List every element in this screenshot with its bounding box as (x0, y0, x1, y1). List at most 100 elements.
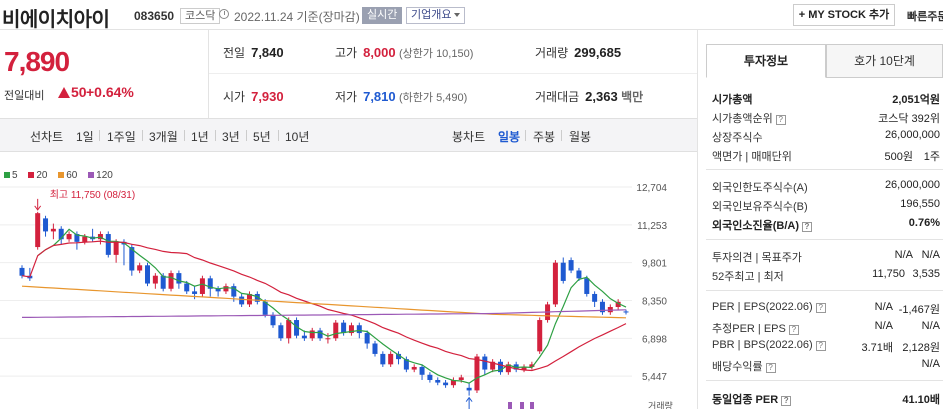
ma-legend: 5 20 60 120 (4, 170, 121, 181)
divider (706, 169, 943, 170)
divider (697, 30, 698, 409)
volume-bar (508, 402, 512, 409)
candle-body (317, 330, 323, 339)
candle-body (35, 213, 41, 248)
high-annotation: 최고 11,750 (08/31) (50, 189, 136, 201)
divider (208, 30, 209, 118)
candle-body (254, 293, 260, 302)
week52-low: 3,535 (912, 268, 940, 280)
tab-weekly[interactable]: 주봉 (533, 130, 556, 144)
tab-divider (184, 130, 185, 141)
tab-3m[interactable]: 3개월 (149, 130, 178, 144)
candle-body (497, 361, 503, 373)
help-icon[interactable]: ? (781, 396, 792, 406)
market-cap-label: 시가총액 (712, 94, 753, 106)
cap-rank-label-text: 시가총액순위 (712, 113, 773, 125)
candle-body (537, 320, 543, 352)
high-arrow-head (34, 205, 42, 211)
legend-swatch (58, 172, 65, 178)
est-per-row: 추정PER | EPS? N/A N/A (712, 317, 943, 336)
candle-body (592, 293, 598, 302)
candle-body (239, 296, 245, 305)
legend-swatch (88, 172, 95, 178)
legend-ma5: 5 (4, 170, 18, 181)
par-value-row: 액면가 | 매매단위 500원 1주 (712, 145, 943, 164)
change-percent-text: +0.64% (86, 84, 134, 100)
sector-per-label: 동일업종 PER? (712, 391, 792, 407)
base-date: 2022.11.24 기준(장마감) (234, 10, 360, 24)
cap-rank-label: 시가총액순위? (712, 110, 786, 126)
clock-icon (219, 9, 229, 19)
help-icon[interactable]: ? (815, 303, 826, 313)
low-cell: 저가 7,810 (하한가 5,490) (335, 88, 467, 105)
volume-cell: 거래량 299,685 (535, 44, 621, 61)
low-value: 7,810 (363, 89, 396, 104)
candle-body (43, 218, 49, 232)
candle-body (552, 262, 558, 305)
candle-body (348, 325, 354, 334)
par-value: 500원 (884, 151, 913, 163)
foreign-hold-label: 외국인보유주식수(B) (712, 201, 808, 213)
candle-body (325, 338, 331, 340)
foreign-ratio-label: 외국인소진율(B/A)? (712, 217, 812, 233)
candle-body (490, 361, 496, 370)
tab-10y[interactable]: 10년 (285, 130, 310, 144)
price-chart[interactable]: 12,70411,2539,8018,3506,8985,4473,995최고 … (0, 152, 697, 409)
prev-close-label: 전일 (223, 46, 246, 60)
listed-shares-value: 26,000,000 (884, 129, 940, 141)
candle-body (50, 228, 56, 232)
corp-info-dropdown[interactable]: 기업개요 (406, 7, 466, 24)
candle-body (192, 291, 198, 294)
candle-body (19, 267, 25, 276)
cap-rank-row: 시가총액순위? 코스닥 392위 (712, 107, 943, 126)
help-icon[interactable]: ? (802, 222, 812, 232)
divider (706, 380, 943, 381)
corp-info-label: 기업개요 (411, 9, 452, 21)
week52-label: 52주최고 | 최저 (712, 271, 784, 283)
candle-body (341, 322, 347, 334)
sector-per-row: 동일업종 PER? 41.10배 (712, 388, 943, 407)
legend-label: 20 (36, 170, 48, 181)
target-value: N/A (921, 249, 940, 261)
ma120-line (22, 309, 627, 318)
opinion-row: 투자의견 | 목표주가 N/A N/A (712, 246, 943, 265)
amount-cell: 거래대금 2,363 백만 (535, 88, 643, 105)
candle-body (474, 356, 480, 391)
high-value: 8,000 (363, 45, 396, 60)
candle-body (215, 288, 221, 292)
dividend-label: 배당수익률? (712, 358, 776, 374)
candle-body (152, 275, 158, 284)
pbr-bps-row: PBR | BPS(2022.06)? 3.71배 2,128원 (712, 336, 943, 355)
market-badge: 코스닥 (180, 8, 221, 24)
divider (706, 239, 943, 240)
tab-orderbook[interactable]: 호가 10단계 (826, 44, 943, 78)
company-name: 비에이치아이 (2, 9, 110, 31)
tab-5y[interactable]: 5년 (253, 130, 271, 144)
candle-body (411, 366, 417, 370)
tab-daily[interactable]: 일봉 (498, 130, 521, 144)
tab-divider (246, 130, 247, 141)
candle-body (145, 265, 151, 284)
help-icon[interactable]: ? (775, 115, 786, 125)
tab-monthly[interactable]: 월봉 (569, 130, 592, 144)
help-icon[interactable]: ? (815, 341, 826, 351)
candle-body (450, 379, 456, 386)
tab-invest-info[interactable]: 투자정보 (706, 44, 826, 78)
high-label: 고가 (335, 46, 358, 60)
realtime-button[interactable]: 실시간 (362, 7, 403, 24)
help-icon[interactable]: ? (765, 363, 776, 373)
candle-body (584, 278, 590, 294)
tab-1y[interactable]: 1년 (191, 130, 209, 144)
add-mystock-button[interactable]: + MY STOCK 추가 (793, 4, 895, 26)
tab-1w[interactable]: 1주일 (107, 130, 136, 144)
candle-body (419, 366, 425, 375)
tab-divider (215, 130, 216, 141)
help-icon[interactable]: ? (788, 325, 799, 335)
up-triangle-icon (58, 87, 70, 98)
candle-body (82, 236, 88, 242)
market-cap-value: 2,051억원 (892, 94, 940, 106)
tab-3y[interactable]: 3년 (222, 130, 240, 144)
quick-order-link[interactable]: 빠른주문 (907, 11, 943, 23)
y-tick-label: 12,704 (636, 183, 667, 194)
tab-1d[interactable]: 1일 (76, 130, 94, 144)
